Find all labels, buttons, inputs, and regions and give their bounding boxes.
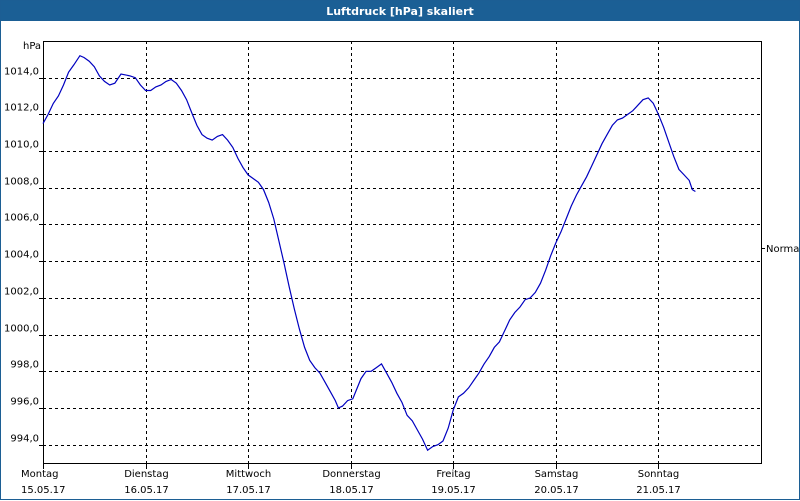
x-tick-label-day: Montag [21, 469, 58, 480]
y-tick-label: 998,0 [10, 360, 39, 371]
x-tick-label-day: Dienstag [124, 469, 169, 480]
chart-title: Luftdruck [hPa] skaliert [1, 1, 799, 21]
y-tick-label: 996,0 [10, 397, 39, 408]
x-tick-label-date: 21.05.17 [636, 485, 681, 496]
y-tick-label: 1012,0 [4, 103, 39, 114]
plot-frame [43, 41, 762, 464]
x-tick-label-day: Mittwoch [226, 469, 271, 480]
y-axis: 994,0 996,0 998,0 1000,0 1002,0 1004,0 1006,0 1… [4, 41, 43, 446]
y-tick-label: 1010,0 [4, 140, 39, 151]
x-tick-label-day: Donnerstag [322, 469, 380, 480]
y-tick-label: 1006,0 [4, 213, 39, 224]
y-tick-label: 1002,0 [4, 287, 39, 298]
x-tick-label-date: 15.05.17 [21, 485, 66, 496]
y-axis-unit: hPa [23, 41, 41, 52]
y-tick-label: 1000,0 [4, 324, 39, 335]
y-tick-label: 994,0 [10, 434, 39, 445]
y-tick-label: 1008,0 [4, 177, 39, 188]
grid [43, 41, 761, 463]
x-tick-label-date: 18.05.17 [329, 485, 374, 496]
x-tick-label-date: 16.05.17 [124, 485, 169, 496]
series-line-luftdruck [42, 54, 696, 452]
x-axis: Montag 15.05.17 Dienstag 16.05.17 Mittwoch 17… [21, 463, 681, 496]
x-tick-label-date: 20.05.17 [534, 485, 579, 496]
legend-label-normal: Normal [766, 244, 800, 255]
x-tick-label-day: Samstag [535, 469, 579, 480]
x-tick-label-date: 19.05.17 [431, 485, 476, 496]
x-tick-label-day: Freitag [436, 469, 470, 480]
y-tick-label: 1014,0 [4, 67, 39, 78]
x-tick-label-date: 17.05.17 [226, 485, 271, 496]
x-tick-label-day: Sonntag [638, 469, 680, 480]
legend: Normal [761, 244, 800, 255]
y-tick-label: 1004,0 [4, 250, 39, 261]
